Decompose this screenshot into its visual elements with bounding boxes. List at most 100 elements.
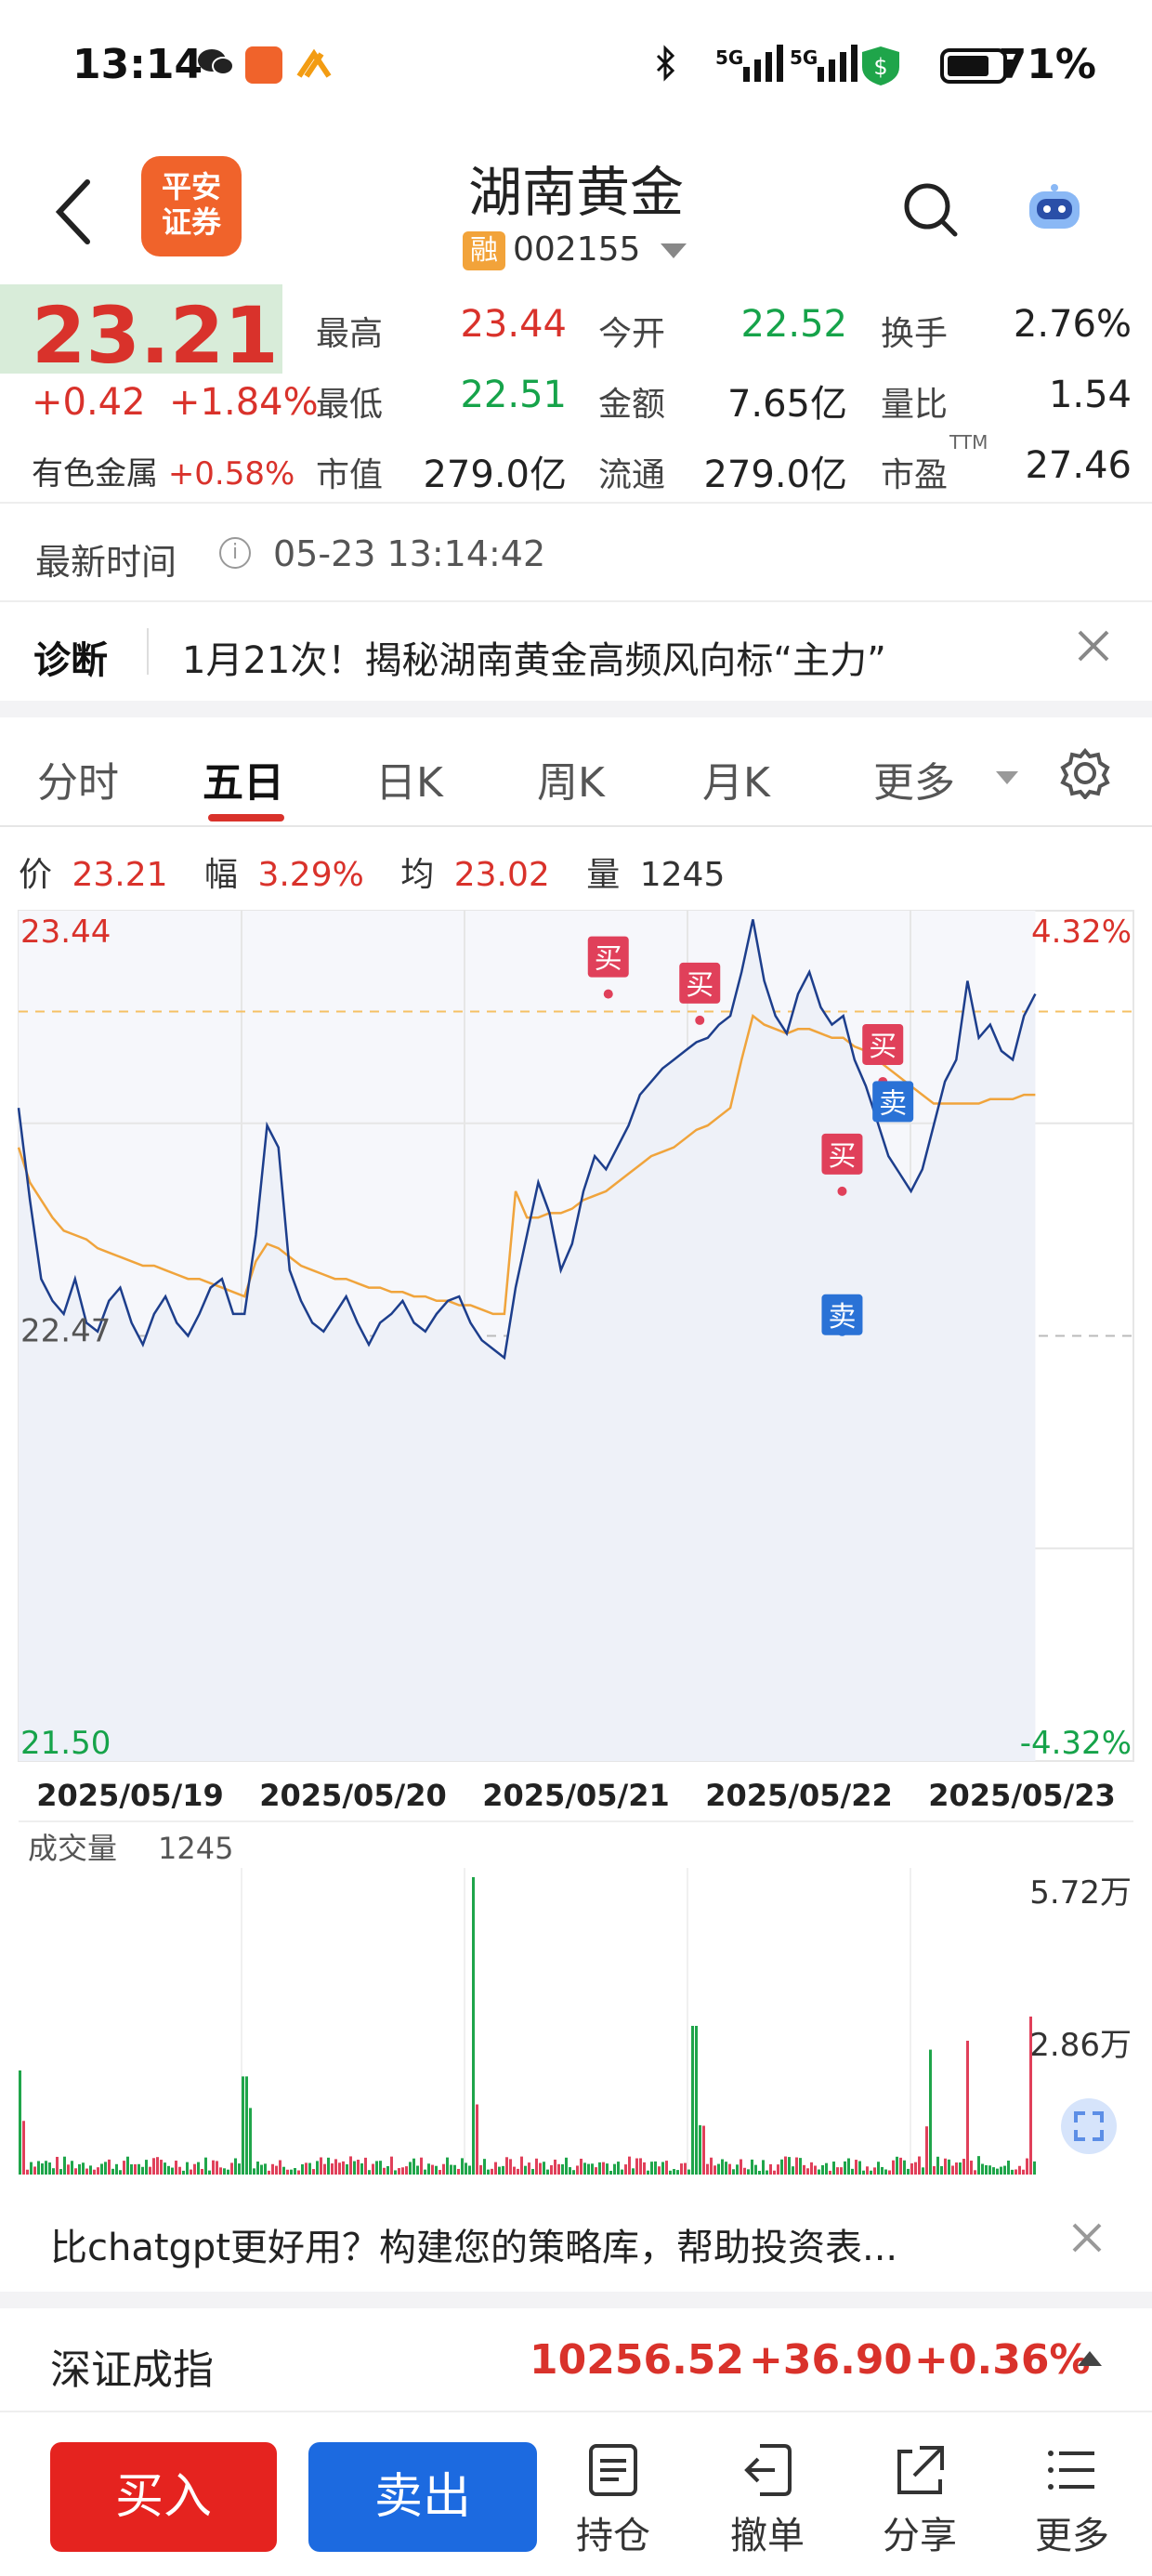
volume-bar (290, 2169, 293, 2175)
volume-bar (182, 2170, 185, 2175)
volume-bar (687, 2169, 690, 2175)
index-value: 10256.52 (530, 2336, 745, 2384)
price-volume-svg[interactable]: 23.44 21.50 22.47 4.32% -4.32% 2025/05/19 2025… (0, 901, 1152, 2184)
volume-bar (383, 2167, 386, 2175)
index-ticker[interactable]: 深证成指 10256.52 +36.90 +0.36% (0, 2308, 1152, 2412)
section-gap (0, 2292, 1152, 2308)
volume-bar (494, 2162, 497, 2175)
volume-bar (134, 2163, 137, 2175)
volume-bar (710, 2157, 713, 2175)
volume-bar (338, 2162, 341, 2175)
quote-label: 市盈 (881, 456, 949, 494)
volume-bar (554, 2159, 556, 2175)
volume-bar (654, 2161, 657, 2175)
back-button[interactable] (46, 175, 102, 249)
volume-bar (468, 2165, 471, 2175)
volume-bar (100, 2163, 103, 2175)
volume-bar (164, 2162, 166, 2175)
chart-info-row: 价 23.21 幅 3.29% 均 23.02 量 1245 (19, 848, 725, 896)
five-day-chart[interactable]: 23.44 21.50 22.47 4.32% -4.32% 2025/05/19 2025… (0, 901, 1152, 2184)
volume-bar (951, 2165, 954, 2175)
volume-bar (535, 2158, 538, 2175)
volume-bar (320, 2157, 322, 2175)
promo-banner[interactable]: 比chatgpt更好用？构建您的策略库，帮助投资表... (0, 2188, 1152, 2292)
tab-five-day[interactable]: 五日 (203, 759, 284, 807)
signal-label: 买 (595, 943, 622, 976)
tab-intraday[interactable]: 分时 (37, 759, 119, 807)
sector-row[interactable]: 有色金属 +0.58% (32, 448, 295, 493)
volume-bar (390, 2156, 393, 2175)
vol-label: 量 (586, 856, 621, 894)
volume-bar (873, 2167, 876, 2175)
sell-button[interactable]: 卖出 (308, 2442, 537, 2552)
volume-bar (1029, 2017, 1032, 2175)
holdings-button[interactable]: 持仓 (567, 2440, 660, 2559)
volume-bar (962, 2159, 965, 2175)
ai-assistant-icon[interactable] (1022, 180, 1087, 236)
diagnosis-banner[interactable]: 诊断 1月21次！揭秘湖南黄金高频风向标“主力” (0, 602, 1152, 701)
share-button[interactable]: 分享 (873, 2440, 966, 2559)
volume-bar (732, 2169, 735, 2175)
chart-tabs: 分时 五日 日K 周K 月K 更多 (0, 717, 1152, 827)
quote-label: 换手 (881, 315, 949, 353)
volume-bar (661, 2162, 664, 2175)
cancel-order-button[interactable]: 撤单 (721, 2440, 814, 2559)
volume-bar (680, 2163, 683, 2175)
volume-bar (327, 2157, 330, 2175)
volume-bar (728, 2163, 731, 2175)
volume-bar (632, 2168, 635, 2175)
volume-bar (78, 2163, 81, 2175)
volume-bar (85, 2168, 88, 2175)
stock-code-row[interactable]: 融 002155 (463, 230, 687, 275)
status-bar: 13:14 $ 5G 5G 71% (0, 0, 1152, 139)
index-change: +36.90 (749, 2336, 913, 2384)
close-icon[interactable] (1065, 2215, 1109, 2260)
settings-gear-icon[interactable] (1059, 747, 1111, 801)
fullscreen-icon[interactable] (1061, 2098, 1117, 2154)
price-highlight (0, 284, 282, 374)
active-tab-underline (208, 814, 284, 821)
volume-bar (457, 2168, 460, 2175)
volume-bar (63, 2156, 66, 2175)
price-area (19, 919, 1036, 1761)
volume-bar (892, 2160, 895, 2175)
volume-bar (71, 2161, 73, 2175)
search-icon[interactable] (899, 178, 961, 240)
volume-bar (59, 2169, 62, 2175)
volume-bar (171, 2167, 174, 2175)
volume-bar (621, 2169, 623, 2175)
quote-value: 279.0亿 (703, 453, 847, 496)
tab-more[interactable]: 更多 (873, 759, 955, 807)
tab-monthly-k[interactable]: 月K (702, 759, 770, 807)
volume-bar (580, 2158, 583, 2175)
volume-bar (836, 2167, 839, 2175)
volume-bar (925, 2126, 928, 2175)
cancel-order-label: 撤单 (730, 2515, 805, 2557)
stock-header: 平安证券 湖南黄金 融 002155 (0, 139, 1152, 288)
signal-dot (603, 989, 613, 999)
tab-weekly-k[interactable]: 周K (537, 759, 605, 807)
close-icon[interactable] (1070, 623, 1117, 669)
buy-button[interactable]: 买入 (50, 2442, 277, 2552)
volume-bar (230, 2162, 233, 2175)
volume-bar (888, 2170, 891, 2175)
volume-bar (546, 2169, 549, 2175)
volume-bar (513, 2166, 516, 2175)
volume-bar (758, 2170, 761, 2175)
chevron-up-icon[interactable] (1078, 2351, 1102, 2366)
volume-bar (137, 2163, 140, 2175)
tab-daily-k[interactable]: 日K (375, 759, 443, 807)
more-button[interactable]: 更多 (1026, 2440, 1119, 2559)
latest-time-label: 最新时间 (35, 542, 177, 583)
volume-bar (821, 2164, 824, 2175)
volume-bar (528, 2162, 530, 2175)
volume-bar (780, 2159, 783, 2175)
info-icon[interactable]: i (219, 537, 251, 569)
volume-bar (543, 2162, 545, 2175)
volume-bar (420, 2157, 423, 2175)
volume-bar (643, 2162, 646, 2175)
volume-bar (201, 2168, 203, 2175)
y-ref-label: 22.47 (20, 1313, 111, 1350)
volume-bar (368, 2170, 371, 2175)
pct-max-label: 4.32% (1031, 913, 1132, 951)
